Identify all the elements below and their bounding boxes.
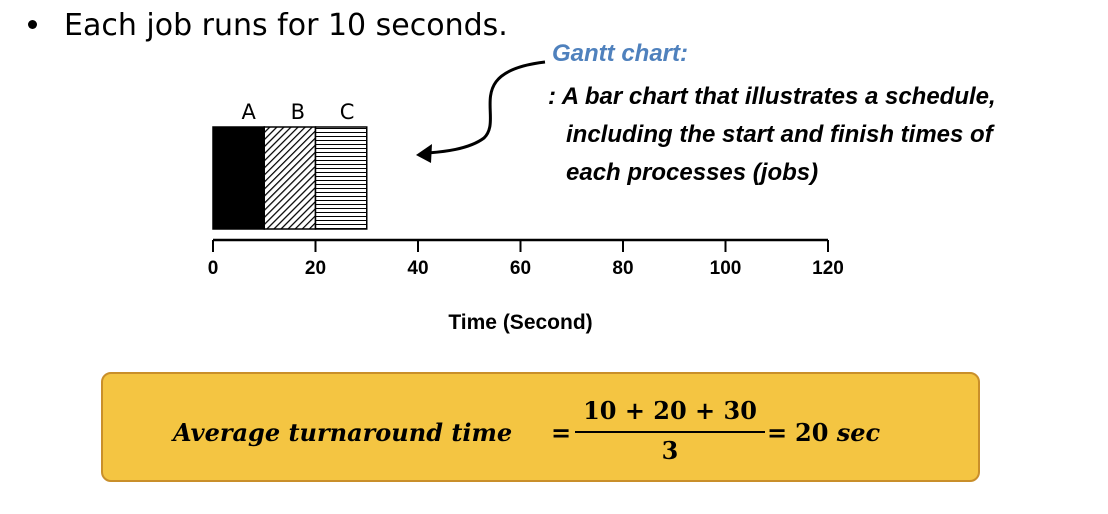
x-tick-label: 60 [510, 258, 531, 279]
formula-numerator: 10 + 20 + 30 [583, 396, 757, 425]
x-tick-label: 100 [710, 258, 742, 279]
arrowhead-icon [416, 144, 432, 163]
fraction-bar [575, 431, 765, 433]
formula-label: Average turnaround time [173, 418, 513, 447]
formula-box: Average turnaround time = 10 + 20 + 30 3… [101, 372, 980, 482]
bar-label-b: B [291, 100, 305, 124]
callout-arrow [427, 60, 546, 155]
x-tick-label: 120 [812, 258, 844, 279]
callout-line-3: each processes (jobs) [566, 159, 819, 186]
formula-denominator: 3 [661, 436, 679, 465]
formula-equals-result: = [767, 418, 788, 447]
bullet-dot-icon [28, 20, 37, 29]
callout-line-1: : A bar chart that illustrates a schedul… [548, 83, 996, 110]
gantt-bar-c [314, 126, 368, 230]
gantt-bar-b [263, 126, 317, 230]
formula-result-value: 20 [795, 418, 829, 447]
callout-title: Gantt chart: [552, 40, 689, 67]
gantt-bar-a [212, 126, 265, 230]
callout-line-2: including the start and finish times of [566, 121, 993, 148]
formula-equals: = [551, 418, 572, 447]
formula-result: 20 sec [795, 418, 880, 447]
x-tick-label: 40 [407, 258, 428, 279]
bullet-text: Each job runs for 10 seconds. [64, 8, 508, 43]
x-tick-label: 20 [305, 258, 326, 279]
x-tick-label: 80 [612, 258, 633, 279]
turnaround-formula: Average turnaround time = 10 + 20 + 30 3… [103, 374, 978, 480]
formula-unit: sec [836, 418, 881, 447]
bar-label-a: A [241, 100, 256, 124]
bar-label-c: C [340, 100, 355, 124]
callout-body: : A bar chart that illustrates a schedul… [548, 78, 996, 192]
x-axis-label: Time (Second) [448, 311, 592, 334]
x-tick-label: 0 [208, 258, 219, 279]
